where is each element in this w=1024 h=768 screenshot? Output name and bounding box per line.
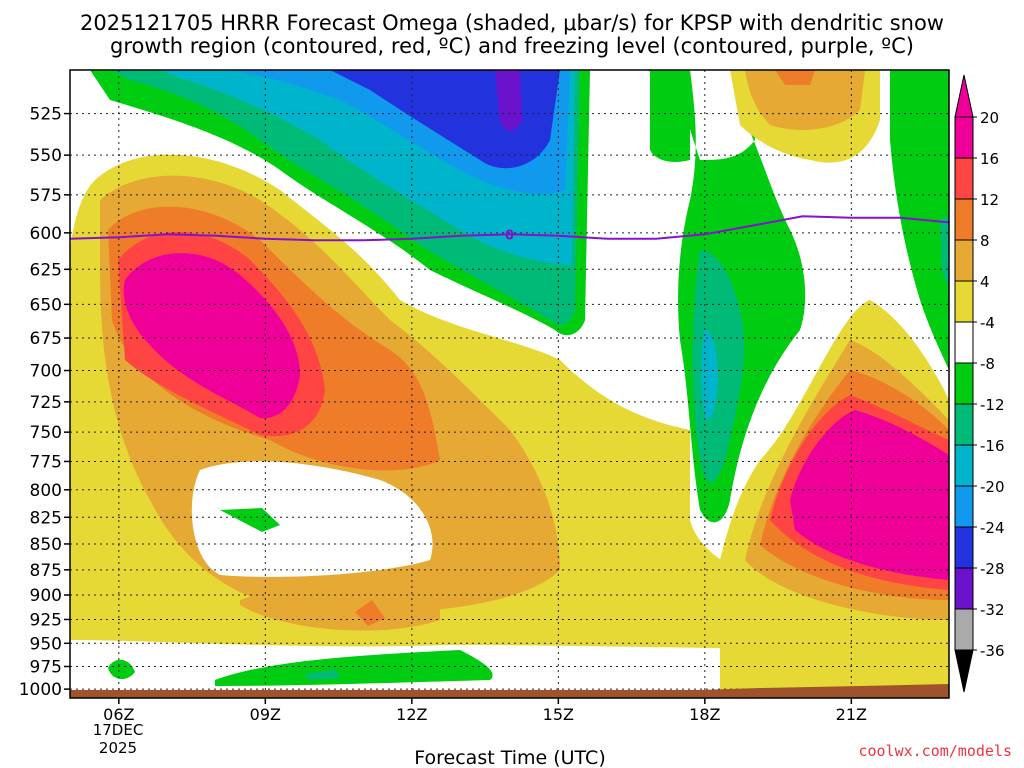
colorbar-bin bbox=[954, 444, 974, 487]
colorbar-bin bbox=[954, 485, 974, 528]
colorbar-label: 12 bbox=[980, 191, 999, 209]
freezing-level-line bbox=[70, 215, 949, 242]
x-tick-label: 09Z bbox=[250, 705, 281, 724]
y-tick-label: 850 bbox=[30, 535, 62, 555]
omega-fill-surface-green-left bbox=[108, 659, 135, 680]
plot-border bbox=[69, 69, 950, 699]
colorbar-bin-gray bbox=[954, 608, 974, 651]
y-tick-label: 575 bbox=[30, 186, 62, 206]
credit-text: coolwx.com/models bbox=[858, 742, 1012, 760]
terrain-surface bbox=[70, 684, 949, 698]
chart-title-line1: 2025121705 HRRR Forecast Omega (shaded, … bbox=[80, 11, 944, 35]
x-axis-title: Forecast Time (UTC) bbox=[414, 747, 605, 768]
colorbar-bin bbox=[954, 198, 974, 241]
y-tick-label: 975 bbox=[30, 657, 62, 677]
y-tick-label: 625 bbox=[30, 260, 62, 280]
y-tick-label: 550 bbox=[30, 146, 62, 166]
colorbar-label: -32 bbox=[980, 601, 1005, 619]
omega-fill-topright-orange bbox=[775, 70, 815, 85]
colorbar-label: 8 bbox=[980, 232, 990, 250]
y-tick-label: 725 bbox=[30, 393, 62, 413]
colorbar-label: 4 bbox=[980, 273, 990, 291]
colorbar-bin bbox=[954, 321, 974, 364]
x-tick-label: 06Z bbox=[103, 705, 134, 724]
colorbar-bin bbox=[954, 403, 974, 446]
y-tick-label: 950 bbox=[30, 634, 62, 654]
y-tick-label: 525 bbox=[30, 105, 62, 125]
colorbar-label: -36 bbox=[980, 642, 1005, 660]
y-tick-label: 650 bbox=[30, 295, 62, 315]
y-axis: 525 550 575 600 625 650 675 700 725 750 775 800 825 8… bbox=[19, 105, 70, 700]
y-tick-label: 1000 bbox=[19, 680, 62, 700]
colorbar-label: -12 bbox=[980, 396, 1005, 414]
colorbar-top-triangle bbox=[954, 74, 974, 118]
chart-title-line2: growth region (contoured, red, ºC) and f… bbox=[110, 34, 914, 58]
colorbar-bin bbox=[954, 280, 974, 323]
colorbar-bin bbox=[954, 567, 974, 610]
y-tick-label: 775 bbox=[30, 452, 62, 472]
colorbar-bin bbox=[954, 157, 974, 200]
x-tick-label: 21Z bbox=[836, 705, 867, 724]
plot-area: 0 bbox=[70, 70, 949, 698]
omega-fill-surface-teal bbox=[305, 670, 340, 680]
colorbar: 20 16 12 8 4 -4 -8 -12 -16 -20 -24 -28 -32 -36 bbox=[954, 74, 1005, 693]
omega-fill-surface-green bbox=[215, 650, 493, 686]
x-tick-label: 12Z bbox=[396, 705, 427, 724]
omega-fill-right-teal bbox=[692, 250, 745, 483]
omega-fill-topright-gold bbox=[745, 70, 865, 130]
y-tick-label: 750 bbox=[30, 423, 62, 443]
colorbar-label: -28 bbox=[980, 560, 1005, 578]
colorbar-label: -20 bbox=[980, 478, 1005, 496]
omega-fill-far-right-teal bbox=[940, 215, 949, 290]
y-tick-label: 700 bbox=[30, 362, 62, 382]
freezing-level-label: 0 bbox=[505, 228, 514, 243]
omega-fill-right-magenta bbox=[790, 410, 949, 580]
omega-fill-right-cyan bbox=[701, 330, 718, 420]
colorbar-label: 20 bbox=[980, 109, 999, 127]
y-tick-label: 925 bbox=[30, 610, 62, 630]
omega-fill-right-green-core bbox=[650, 70, 690, 162]
x-sublabel-year: 2025 bbox=[99, 739, 137, 757]
colorbar-bin bbox=[954, 116, 974, 159]
colorbar-label: -16 bbox=[980, 437, 1005, 455]
y-tick-label: 675 bbox=[30, 329, 62, 349]
colorbar-bottom-triangle bbox=[954, 649, 974, 693]
x-sublabel-date: 17DEC bbox=[93, 721, 144, 739]
x-tick-label: 15Z bbox=[543, 705, 574, 724]
colorbar-label: -4 bbox=[980, 314, 995, 332]
omega-fill-left-magenta bbox=[123, 253, 300, 419]
colorbar-label: -24 bbox=[980, 519, 1005, 537]
omega-fill-lower-gold bbox=[240, 586, 440, 631]
y-tick-label: 900 bbox=[30, 586, 62, 606]
y-tick-label: 600 bbox=[30, 224, 62, 244]
omega-fill-upper-purple bbox=[495, 70, 522, 132]
colorbar-bin bbox=[954, 526, 974, 569]
x-tick-label: 18Z bbox=[689, 705, 720, 724]
y-tick-label: 825 bbox=[30, 508, 62, 528]
colorbar-bin bbox=[954, 362, 974, 405]
x-axis: 06Z 09Z 12Z 15Z 18Z 21Z bbox=[103, 698, 867, 724]
y-tick-label: 875 bbox=[30, 561, 62, 581]
y-tick-label: 800 bbox=[30, 481, 62, 501]
colorbar-label: -8 bbox=[980, 355, 995, 373]
colorbar-bin bbox=[954, 239, 974, 282]
colorbar-label: 16 bbox=[980, 150, 999, 168]
